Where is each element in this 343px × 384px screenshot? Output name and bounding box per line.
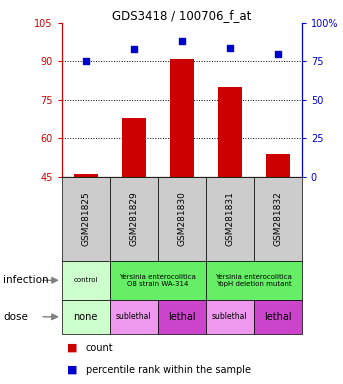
Point (131, 46, 137, 52)
Text: infection: infection (3, 275, 49, 285)
Bar (206, 177, 254, 261)
Bar (110, 261, 206, 300)
Text: sublethal: sublethal (212, 312, 248, 321)
Bar (266, 154, 290, 177)
Bar (170, 59, 194, 177)
Title: GDS3418 / 100706_f_at: GDS3418 / 100706_f_at (112, 9, 251, 22)
Text: control: control (73, 277, 98, 283)
Text: none: none (73, 312, 98, 322)
Text: ■: ■ (67, 343, 77, 353)
Bar (158, 300, 206, 334)
Text: Yersinia enterocolitica
O8 strain WA-314: Yersinia enterocolitica O8 strain WA-314 (119, 274, 196, 287)
Bar (206, 261, 302, 300)
Text: GSM281832: GSM281832 (273, 192, 282, 246)
Text: percentile rank within the sample: percentile rank within the sample (86, 365, 251, 375)
Text: lethal: lethal (264, 312, 292, 322)
Text: dose: dose (3, 312, 28, 322)
Bar (254, 300, 302, 334)
Text: GSM281829: GSM281829 (129, 192, 138, 246)
Bar (62, 261, 110, 300)
Text: GSM281825: GSM281825 (81, 192, 90, 246)
Text: GSM281830: GSM281830 (177, 192, 186, 246)
Bar (74, 174, 98, 177)
Bar (110, 300, 158, 334)
Bar (122, 118, 146, 177)
Bar (62, 300, 110, 334)
Bar (254, 177, 302, 261)
Point (179, 38, 185, 45)
Point (275, 51, 281, 57)
Text: count: count (86, 343, 114, 353)
Point (227, 45, 233, 51)
Text: sublethal: sublethal (116, 312, 152, 321)
Text: ■: ■ (67, 365, 77, 375)
Text: Yersinia enterocolitica
YopH deletion mutant: Yersinia enterocolitica YopH deletion mu… (215, 274, 292, 287)
Text: GSM281831: GSM281831 (225, 192, 234, 246)
Bar (218, 87, 242, 177)
Bar (158, 177, 206, 261)
Bar (62, 177, 110, 261)
Text: lethal: lethal (168, 312, 196, 322)
Bar (206, 300, 254, 334)
Point (83, 58, 88, 65)
Bar (110, 177, 158, 261)
